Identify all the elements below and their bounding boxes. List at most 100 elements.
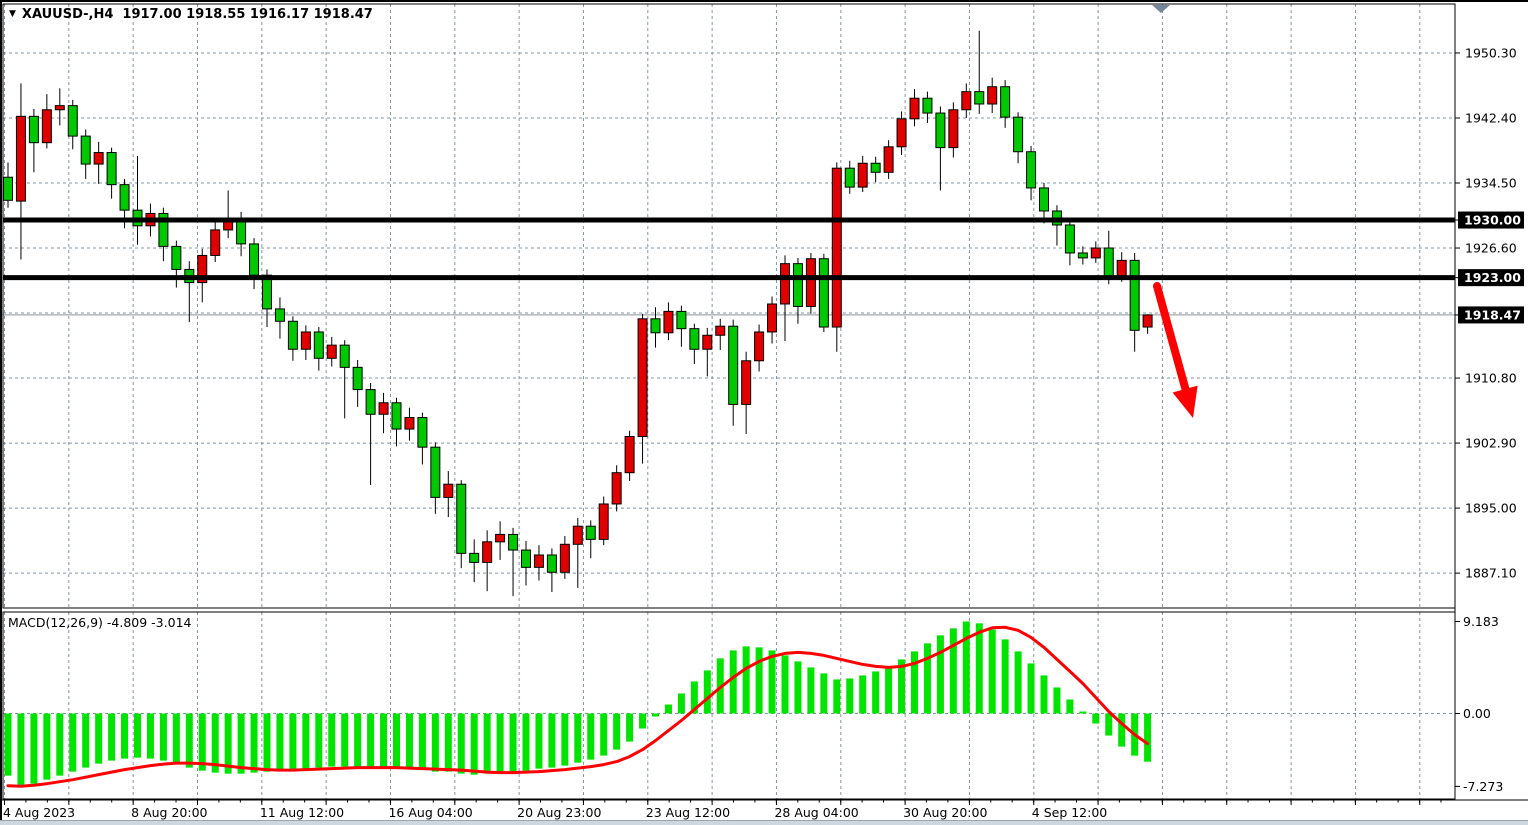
macd-bar [237, 713, 245, 774]
symbol-dropdown-icon[interactable]: ▼ [9, 9, 16, 19]
candle-down [1000, 86, 1011, 118]
candle-down [974, 91, 985, 105]
macd-bar [613, 713, 621, 750]
candle-down [1129, 259, 1140, 331]
candle-up [197, 254, 208, 284]
candle-up [54, 105, 65, 111]
candle-down [1039, 187, 1049, 212]
horizontal-gridlines [3, 52, 1455, 574]
candle-down [430, 446, 441, 498]
macd-bar [820, 673, 828, 714]
macd-bar [134, 713, 141, 758]
macd-bar [95, 713, 103, 764]
candle-down [171, 245, 182, 270]
candle-down [546, 554, 557, 573]
macd-bar [703, 670, 711, 714]
time-tick-label: 28 Aug 04:00 [774, 805, 858, 820]
trend-arrow[interactable] [1153, 282, 1198, 418]
chart-shift-marker[interactable] [1152, 5, 1170, 13]
macd-bar [354, 713, 362, 767]
vertical-gridlines [4, 4, 1421, 799]
macd-bar [859, 675, 867, 714]
macd-bar [898, 659, 906, 714]
candle-down [870, 162, 881, 173]
candle-down [650, 318, 661, 334]
candle-up [896, 118, 907, 148]
macd-bar [4, 713, 12, 776]
candle-down [339, 344, 350, 368]
candle-up [909, 97, 920, 120]
candle-up [663, 310, 674, 334]
candle-up [702, 334, 713, 350]
candle-down [922, 97, 933, 114]
candle-up [883, 146, 894, 173]
macd-bar [729, 650, 737, 714]
candle-down [249, 243, 260, 276]
macd-bar [690, 681, 698, 714]
candle-down [417, 417, 428, 448]
candle-down [508, 533, 519, 551]
macd-bar [768, 650, 776, 714]
candle-down [676, 310, 687, 330]
candle-down [1026, 151, 1037, 189]
candle-down [119, 184, 130, 211]
macd-bar [328, 713, 336, 767]
macd-bar [1079, 711, 1087, 714]
window-bottom-edge [0, 820, 1528, 825]
macd-bar [846, 678, 854, 714]
svg-text:0.00: 0.00 [1463, 706, 1491, 721]
macd-bar [315, 713, 323, 768]
candle-up [210, 229, 221, 256]
candle-up [624, 435, 635, 474]
macd-bar [742, 646, 750, 714]
macd-bar [121, 713, 129, 759]
macd-bar [1027, 663, 1035, 714]
svg-text:9.183: 9.183 [1463, 614, 1499, 629]
time-tick-label: 8 Aug 20:00 [131, 805, 207, 820]
macd-bar [302, 713, 310, 769]
candle-down [456, 483, 467, 554]
price-tick-label: 1950.30 [1465, 45, 1517, 60]
macd-bar [43, 713, 51, 780]
macd-bar [962, 621, 970, 714]
macd-bar [1066, 699, 1074, 714]
macd-bar [393, 713, 400, 769]
macd-bar [1092, 713, 1100, 724]
candle-down [1064, 224, 1075, 254]
macd-bar [172, 713, 180, 764]
candle-up [754, 331, 765, 362]
candle-down [792, 263, 803, 307]
macd-bar [405, 713, 413, 769]
candle-down [67, 105, 78, 137]
candle-down [585, 525, 596, 540]
macd-bar [1053, 687, 1061, 714]
candle-up [378, 402, 389, 415]
candle-up [831, 167, 842, 328]
price-tick-label: 1887.10 [1465, 566, 1517, 581]
candle-up [961, 91, 972, 111]
macd-bar [936, 635, 944, 714]
macd-bar [341, 713, 349, 767]
macd-bar [600, 713, 608, 756]
candle-up [443, 483, 454, 498]
candle-down [469, 552, 480, 563]
time-tick-label: 11 Aug 12:00 [260, 805, 344, 820]
candle-down [1103, 247, 1114, 277]
candle-down [689, 328, 700, 350]
time-tick-label: 20 Aug 23:00 [517, 805, 601, 820]
candle-down [80, 135, 91, 165]
candle-up [987, 86, 998, 105]
macd-bar [794, 661, 802, 714]
macd-bar [949, 628, 957, 714]
macd-bar [509, 713, 517, 772]
window-frame-top [0, 0, 1528, 2]
price-axis-labels: 1950.30 1942.40 1934.50 1926.60 1910.80 1902.… [1455, 45, 1517, 581]
time-tick-label: 4 Sep 12:00 [1032, 805, 1108, 820]
macd-bar [224, 713, 232, 774]
macd-bar [988, 629, 996, 714]
candle-down [391, 402, 402, 430]
price-tick-label: 1934.50 [1465, 176, 1517, 191]
macd-bar [69, 713, 77, 772]
